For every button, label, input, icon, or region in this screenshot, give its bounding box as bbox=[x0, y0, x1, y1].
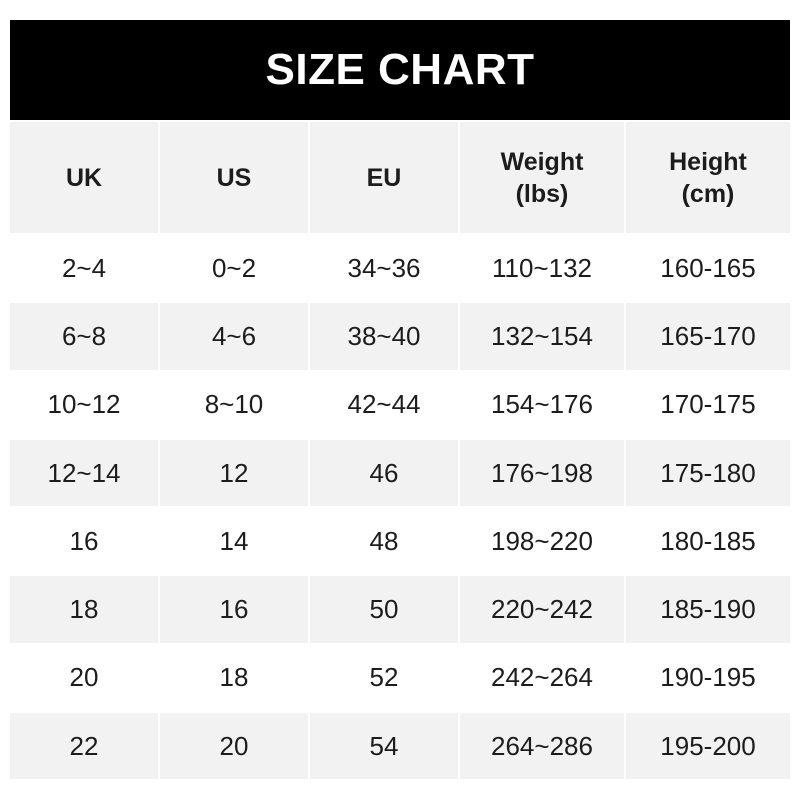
table-cell: 132~154 bbox=[460, 303, 624, 370]
table-cell: 4~6 bbox=[160, 303, 308, 370]
table-cell: 54 bbox=[310, 713, 458, 780]
header-line: Weight bbox=[500, 147, 584, 176]
table-cell: 198~220 bbox=[460, 508, 624, 575]
page-title: SIZE CHART bbox=[10, 20, 790, 120]
table-cell: 22 bbox=[10, 713, 158, 780]
table-cell: 18 bbox=[160, 644, 308, 712]
column-header: EU bbox=[310, 122, 458, 233]
table-cell: 42~44 bbox=[310, 371, 458, 438]
table-cell: 48 bbox=[310, 508, 458, 575]
table-cell: 14 bbox=[160, 508, 308, 575]
table-cell: 165-170 bbox=[626, 303, 790, 370]
table-cell: 12~14 bbox=[10, 439, 158, 507]
table-cell: 2~4 bbox=[10, 235, 158, 302]
column-header: UK bbox=[10, 122, 158, 233]
table-cell: 52 bbox=[310, 644, 458, 712]
header-line: US bbox=[216, 163, 252, 192]
table-cell: 12 bbox=[160, 439, 308, 507]
header-line: (cm) bbox=[681, 179, 735, 208]
table-cell: 195-200 bbox=[626, 713, 790, 780]
table-cell: 16 bbox=[10, 508, 158, 575]
column-header: Weight (lbs) bbox=[460, 122, 624, 233]
table-cell: 10~12 bbox=[10, 371, 158, 438]
table-cell: 18 bbox=[10, 576, 158, 643]
table-cell: 185-190 bbox=[626, 576, 790, 643]
table-cell: 6~8 bbox=[10, 303, 158, 370]
table-cell: 242~264 bbox=[460, 644, 624, 712]
header-line: (lbs) bbox=[515, 179, 569, 208]
table-cell: 46 bbox=[310, 439, 458, 507]
column-header: US bbox=[160, 122, 308, 233]
table-cell: 176~198 bbox=[460, 439, 624, 507]
table-cell: 8~10 bbox=[160, 371, 308, 438]
table-cell: 20 bbox=[10, 644, 158, 712]
table-cell: 20 bbox=[160, 713, 308, 780]
table-cell: 180-185 bbox=[626, 508, 790, 575]
column-header: Height (cm) bbox=[626, 122, 790, 233]
table-cell: 38~40 bbox=[310, 303, 458, 370]
table-cell: 190-195 bbox=[626, 644, 790, 712]
table-cell: 220~242 bbox=[460, 576, 624, 643]
table-cell: 50 bbox=[310, 576, 458, 643]
header-line: Height bbox=[669, 147, 747, 176]
table-cell: 170-175 bbox=[626, 371, 790, 438]
table-cell: 160-165 bbox=[626, 235, 790, 302]
table-cell: 175-180 bbox=[626, 439, 790, 507]
table-cell: 154~176 bbox=[460, 371, 624, 438]
table-cell: 16 bbox=[160, 576, 308, 643]
header-line: EU bbox=[366, 163, 402, 192]
header-line: UK bbox=[65, 163, 103, 192]
table-cell: 0~2 bbox=[160, 235, 308, 302]
table-cell: 34~36 bbox=[310, 235, 458, 302]
table-cell: 110~132 bbox=[460, 235, 624, 302]
table-cell: 264~286 bbox=[460, 713, 624, 780]
size-table: UK US EU Weight (lbs) Height (cm) 2~4 0~2 34~36 11… bbox=[10, 122, 790, 780]
